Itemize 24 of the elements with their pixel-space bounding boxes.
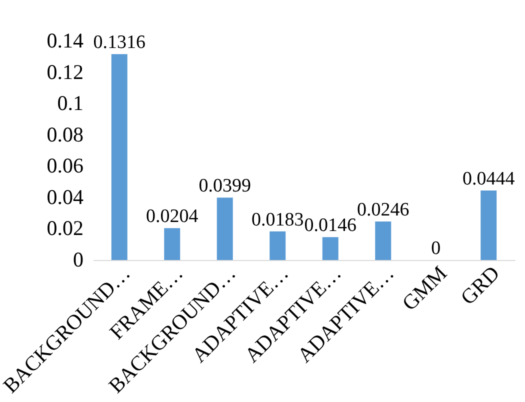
y-tick-label: 0.12 [46, 60, 84, 84]
y-tick-label: 0.06 [46, 154, 84, 178]
y-tick-label: 0.14 [46, 28, 84, 52]
bar [270, 231, 286, 260]
y-tick-label: 0.08 [46, 122, 84, 146]
data-label: 0.0246 [357, 200, 410, 221]
bar [322, 237, 338, 260]
y-tick-label: 0 [73, 248, 84, 272]
data-label: 0.0444 [462, 168, 516, 190]
y-tick-label: 0.04 [46, 184, 84, 209]
bar [216, 198, 233, 260]
bar [111, 54, 128, 260]
data-label: 0.0146 [304, 215, 356, 236]
data-label: 0.1316 [93, 32, 146, 54]
data-label: 0.0399 [198, 176, 251, 197]
data-label: 0.0183 [252, 209, 304, 230]
y-tick-label: 0.02 [46, 216, 84, 240]
bar [164, 228, 180, 260]
y-tick-label: 0.1 [57, 91, 84, 116]
x-tick-label: GRD [456, 261, 504, 310]
bar [480, 190, 497, 260]
data-label: 0.0204 [146, 206, 199, 228]
data-label: 0 [431, 238, 441, 259]
bar [375, 222, 392, 260]
